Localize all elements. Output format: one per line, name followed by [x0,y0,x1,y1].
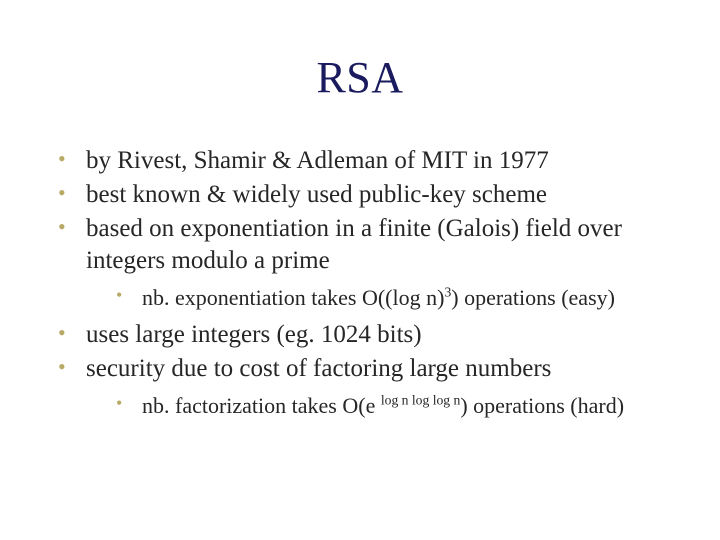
sub-bullet-suffix: ) operations (hard) [460,393,624,418]
bullet-text: by Rivest, Shamir & Adleman of MIT in 19… [86,147,549,174]
sub-bullet-item: nb. factorization takes O(e log n log lo… [116,391,684,421]
bullet-list: by Rivest, Shamir & Adleman of MIT in 19… [36,145,684,420]
bullet-text: uses large integers (eg. 1024 bits) [86,321,422,348]
sub-bullet-item: nb. exponentiation takes O((log n)3) ope… [116,283,684,313]
slide: RSA by Rivest, Shamir & Adleman of MIT i… [0,0,720,540]
bullet-text: based on exponentiation in a finite (Gal… [86,215,622,274]
sub-bullet-prefix: nb. factorization takes O(e [142,393,381,418]
sub-bullet-suffix: ) operations (easy) [451,285,615,310]
sub-bullet-list: nb. exponentiation takes O((log n)3) ope… [86,283,684,313]
bullet-item: security due to cost of factoring large … [58,353,684,421]
sub-bullet-list: nb. factorization takes O(e log n log lo… [86,391,684,421]
bullet-item: based on exponentiation in a finite (Gal… [58,213,684,313]
bullet-item: uses large integers (eg. 1024 bits) [58,319,684,351]
sub-bullet-prefix: nb. exponentiation takes O((log n) [142,285,444,310]
bullet-item: by Rivest, Shamir & Adleman of MIT in 19… [58,145,684,177]
slide-title: RSA [36,52,684,103]
exponent: log n log log n [381,392,460,407]
bullet-item: best known & widely used public-key sche… [58,179,684,211]
bullet-text: best known & widely used public-key sche… [86,181,547,208]
bullet-text: security due to cost of factoring large … [86,355,551,382]
